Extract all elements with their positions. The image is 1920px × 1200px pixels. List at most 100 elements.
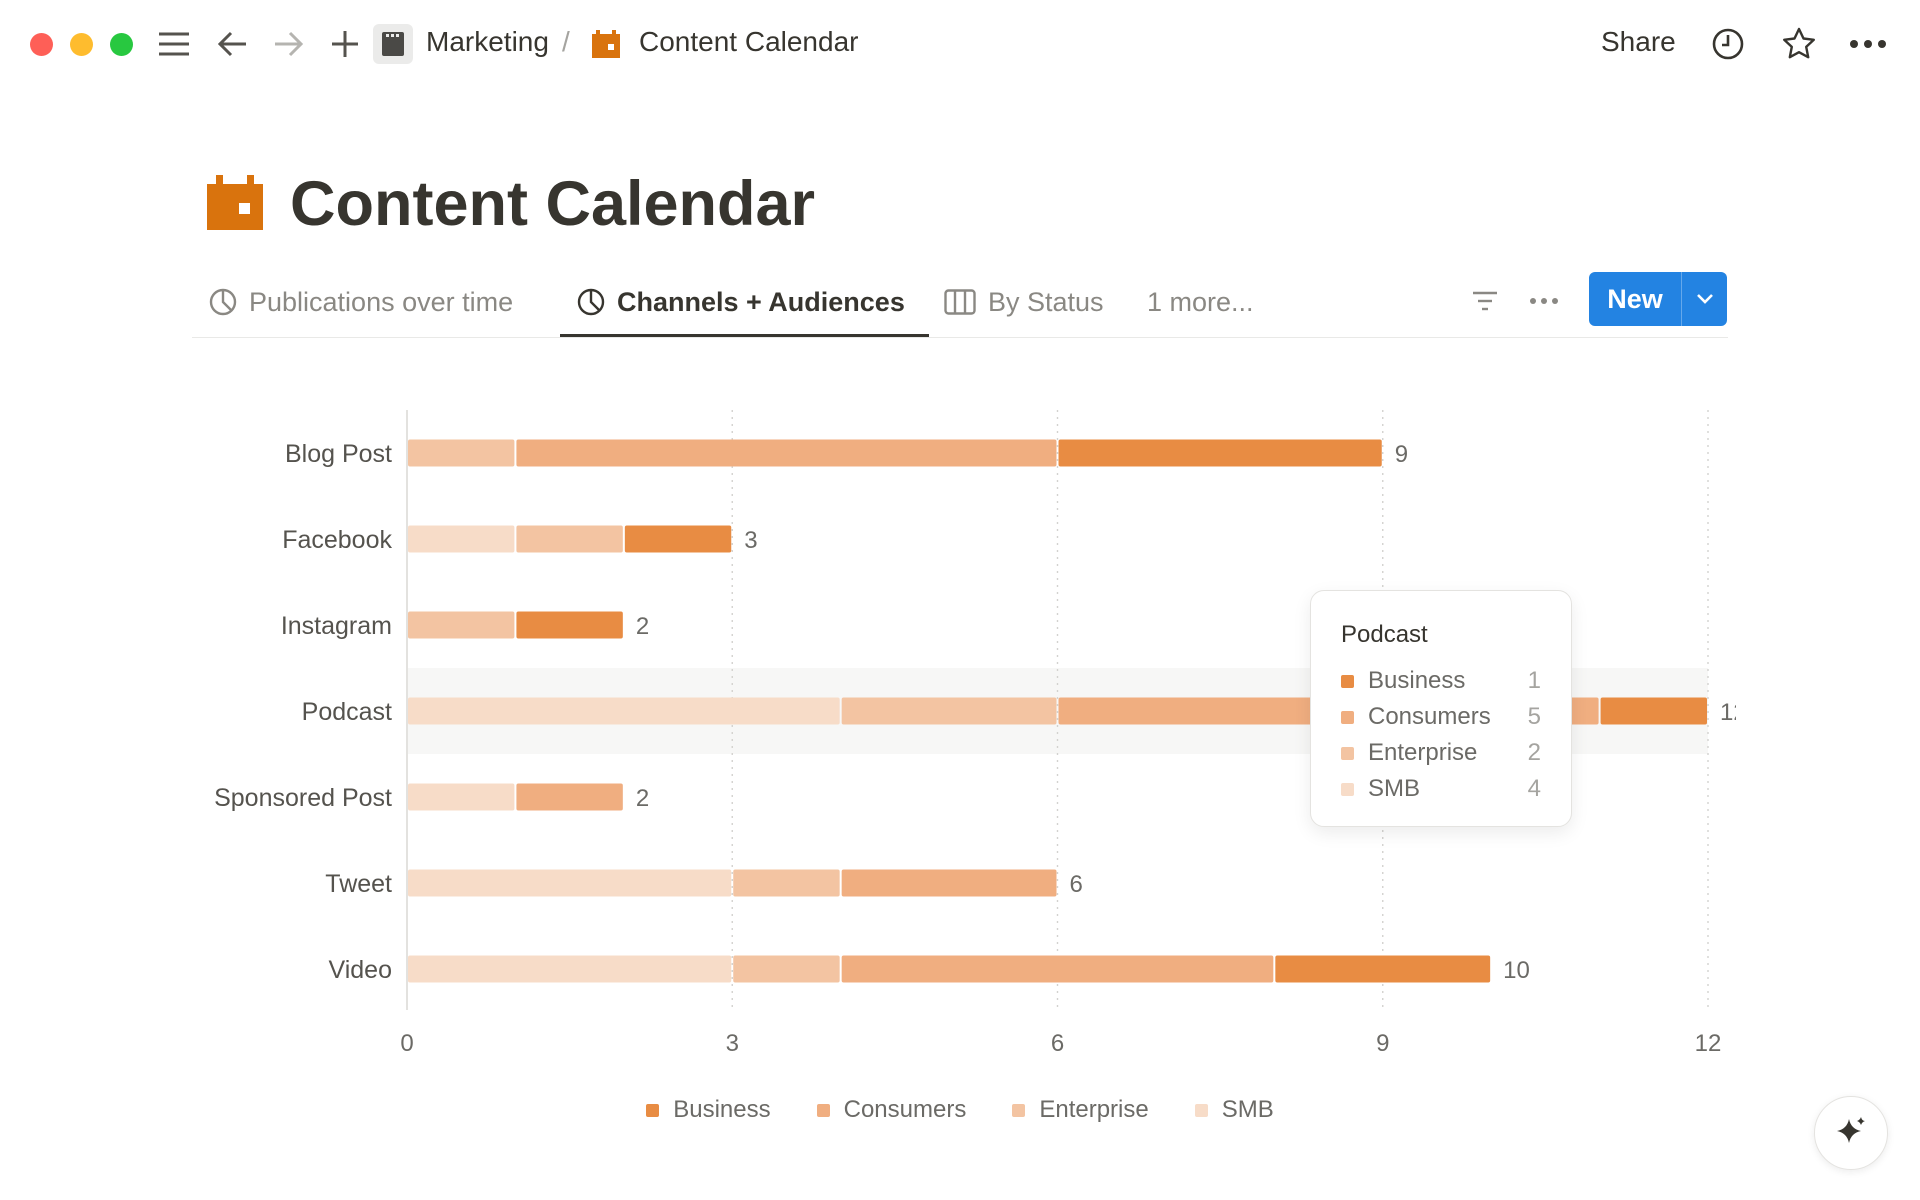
pie-chart-icon — [209, 288, 237, 316]
bar-segment-enterprise — [516, 525, 623, 553]
breadcrumb-marketing[interactable]: Marketing — [426, 26, 549, 57]
bar-segment-business — [1058, 439, 1382, 467]
y-category-label: Sponsored Post — [214, 784, 392, 812]
maximize-window-button[interactable] — [110, 33, 133, 56]
legend-label: Business — [673, 1096, 771, 1123]
back-arrow-icon[interactable] — [215, 28, 249, 60]
y-category-label: Blog Post — [285, 440, 392, 468]
y-category-label: Facebook — [282, 526, 392, 554]
bar-segment-consumers — [516, 783, 623, 811]
bar-segment-smb — [408, 955, 732, 983]
y-category-label: Video — [329, 956, 393, 984]
tooltip-label: SMB — [1368, 775, 1421, 802]
sidebar-menu-icon[interactable] — [156, 28, 192, 60]
tab-more-views[interactable]: 1 more... — [1147, 286, 1254, 317]
breadcrumb-separator: / — [562, 26, 570, 57]
legend-swatch — [1194, 1103, 1208, 1117]
close-window-button[interactable] — [30, 33, 53, 56]
tooltip-label: Business — [1368, 667, 1466, 694]
page-calendar-icon[interactable] — [206, 174, 264, 232]
legend-label: Consumers — [843, 1096, 967, 1123]
new-dropdown-button[interactable] — [1682, 293, 1727, 305]
legend-item-business[interactable]: Business — [646, 1096, 771, 1124]
tab-publications-over-time[interactable]: Publications over time — [209, 282, 513, 322]
bar-segment-business — [516, 611, 623, 639]
active-tab-underline — [560, 334, 929, 337]
tooltip-value: 5 — [1527, 703, 1541, 730]
x-tick-label: 6 — [1051, 1030, 1064, 1057]
bar-segment-enterprise — [408, 611, 515, 639]
tooltip-title: Podcast — [1341, 621, 1428, 648]
bar-total-label: 2 — [636, 785, 649, 812]
share-button[interactable]: Share — [1601, 26, 1676, 57]
bar-segment-business — [1275, 955, 1491, 983]
tab-by-status[interactable]: By Status — [944, 282, 1104, 322]
tab-label: By Status — [988, 286, 1104, 317]
new-button[interactable]: New — [1607, 283, 1663, 314]
legend-label: SMB — [1221, 1096, 1274, 1123]
tooltip-row: Business 1 — [1341, 663, 1541, 699]
calendar-icon — [590, 28, 622, 60]
bar-segment-business — [1600, 697, 1707, 725]
x-tick-label: 12 — [1695, 1030, 1722, 1057]
legend-label: Enterprise — [1039, 1096, 1149, 1123]
legend-item-smb[interactable]: SMB — [1194, 1096, 1274, 1124]
tab-channels-audiences[interactable]: Channels + Audiences — [577, 282, 905, 322]
tab-label: Channels + Audiences — [617, 286, 905, 317]
new-button-group: New — [1589, 272, 1727, 326]
bar-segment-enterprise — [733, 869, 840, 897]
y-category-label: Podcast — [302, 698, 392, 726]
pie-chart-icon — [577, 288, 605, 316]
minimize-window-button[interactable] — [70, 33, 93, 56]
tooltip-row: Enterprise 2 — [1341, 735, 1541, 771]
tooltip-label: Consumers — [1368, 703, 1491, 730]
filter-icon[interactable] — [1468, 285, 1502, 317]
bar-total-label: 3 — [744, 527, 757, 554]
more-options-icon[interactable] — [1848, 30, 1888, 58]
tooltip-value: 4 — [1527, 775, 1541, 802]
bar-segment-smb — [408, 783, 515, 811]
bar-segment-consumers — [516, 439, 1057, 467]
tooltip-value: 1 — [1527, 667, 1541, 694]
legend-swatch — [816, 1103, 830, 1117]
board-icon — [944, 289, 976, 315]
x-tick-label: 3 — [726, 1030, 739, 1057]
chart-tooltip: Podcast Business 1 Consumers 5 Enterprise 2 SM… — [1310, 590, 1572, 827]
legend-item-enterprise[interactable]: Enterprise — [1012, 1096, 1149, 1124]
ai-assistant-button[interactable] — [1814, 1096, 1888, 1170]
tooltip-swatch — [1341, 710, 1354, 724]
legend-swatch — [646, 1103, 660, 1117]
bar-total-label: 9 — [1395, 441, 1408, 468]
bar-segment-enterprise — [408, 439, 515, 467]
bar-total-label: 6 — [1070, 871, 1083, 898]
x-tick-label: 0 — [400, 1030, 413, 1057]
tooltip-value: 2 — [1527, 739, 1541, 766]
chevron-down-icon — [1696, 294, 1713, 304]
tooltip-swatch — [1341, 782, 1354, 796]
bar-segment-business — [624, 525, 732, 553]
legend-item-consumers[interactable]: Consumers — [816, 1096, 967, 1124]
add-page-icon[interactable] — [328, 28, 362, 60]
clock-history-icon[interactable] — [1710, 26, 1746, 62]
tabs-divider — [192, 337, 1728, 338]
y-category-label: Tweet — [325, 870, 392, 898]
sparkle-icon — [1837, 1117, 1865, 1143]
bar-total-label: 2 — [636, 613, 649, 640]
bar-segment-smb — [408, 697, 840, 725]
bar-segment-enterprise — [841, 697, 1057, 725]
view-options-icon[interactable] — [1526, 285, 1562, 317]
bar-segment-smb — [408, 525, 515, 553]
tooltip-swatch — [1341, 746, 1354, 760]
forward-arrow-icon[interactable] — [272, 28, 306, 60]
tooltip-row: SMB 4 — [1341, 771, 1541, 807]
legend-swatch — [1012, 1103, 1026, 1117]
tooltip-row: Consumers 5 — [1341, 699, 1541, 735]
x-tick-label: 9 — [1376, 1030, 1389, 1057]
tooltip-swatch — [1341, 674, 1354, 688]
breadcrumb-content-calendar[interactable]: Content Calendar — [639, 26, 859, 57]
bar-segment-consumers — [841, 869, 1057, 897]
page-title: Content Calendar — [290, 169, 816, 239]
star-favorite-icon[interactable] — [1780, 25, 1818, 63]
bar-segment-smb — [408, 869, 732, 897]
tooltip-label: Enterprise — [1368, 739, 1478, 766]
